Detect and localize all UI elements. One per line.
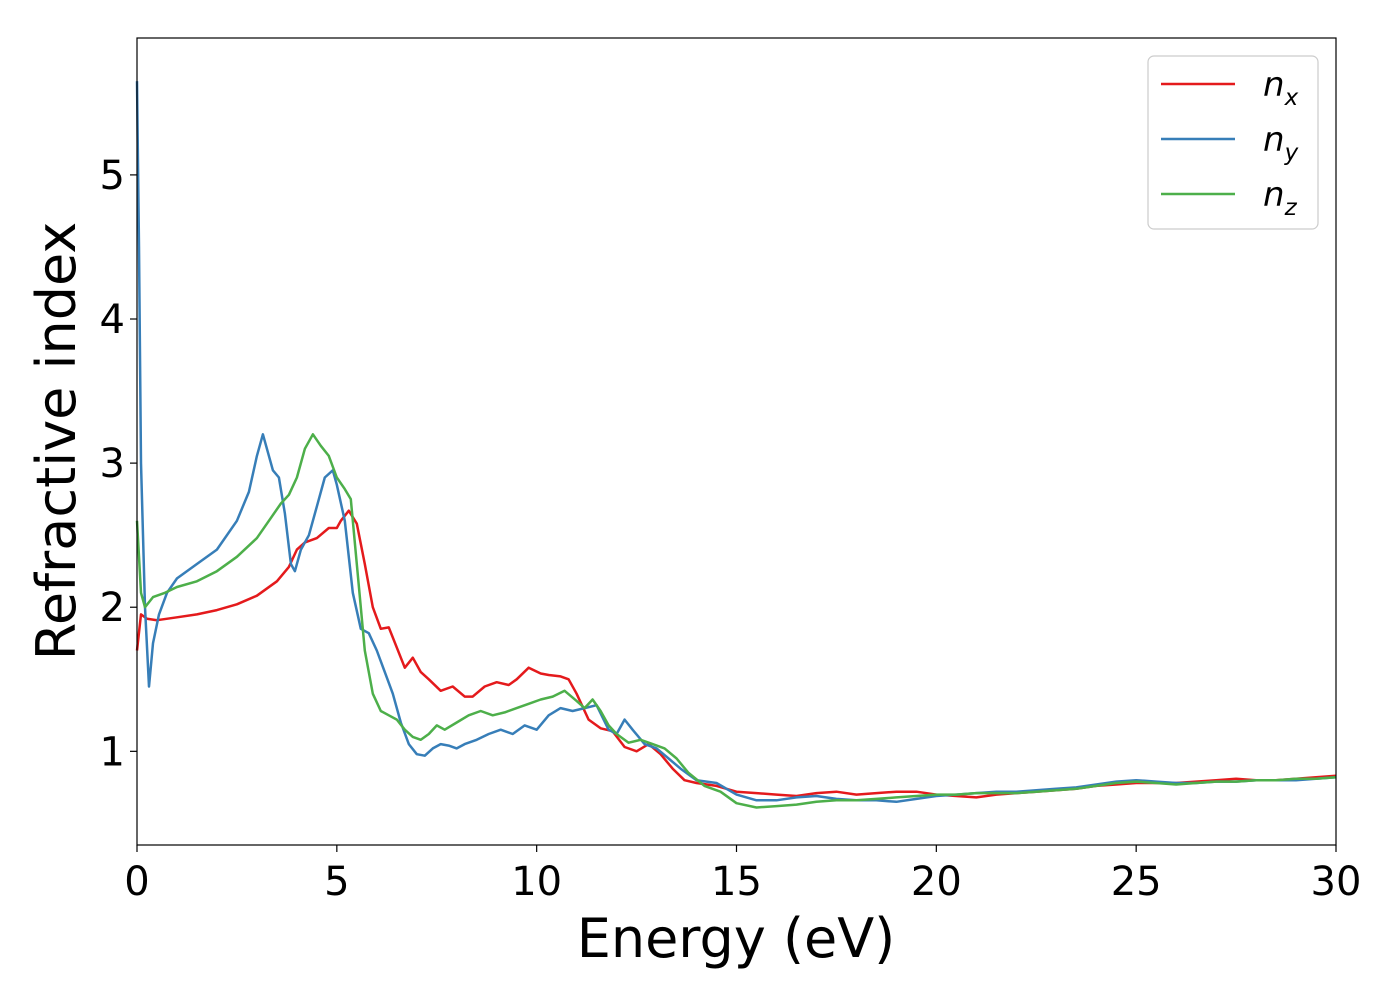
x-tick-label: 0 xyxy=(124,859,149,905)
x-tick-label: 30 xyxy=(1311,859,1362,905)
x-axis-title: Energy (eV) xyxy=(577,907,896,970)
x-tick-label: 5 xyxy=(324,859,349,905)
y-tick-label: 2 xyxy=(100,585,125,631)
y-axis: 1 2 3 4 5 xyxy=(100,153,137,775)
legend-label-nz: nz xyxy=(1263,175,1298,221)
y-axis-title: Refractive index xyxy=(25,222,88,661)
series-line-ny xyxy=(135,81,1337,804)
x-tick-label: 20 xyxy=(911,859,962,905)
legend-label-nx: nx xyxy=(1263,65,1299,111)
series-layer xyxy=(135,81,1337,809)
y-tick-label: 1 xyxy=(100,729,125,775)
y-tick-label: 4 xyxy=(100,297,125,343)
legend-box xyxy=(1147,55,1319,230)
y-tick-label: 5 xyxy=(100,153,125,199)
y-tick-label: 3 xyxy=(100,441,125,487)
x-tick-label: 25 xyxy=(1111,859,1162,905)
legend-label-ny: ny xyxy=(1263,120,1299,166)
series-line-nz xyxy=(135,433,1337,809)
x-tick-label: 10 xyxy=(511,859,562,905)
x-tick-label: 15 xyxy=(711,859,762,905)
legend: nx ny nz xyxy=(1147,55,1319,230)
x-axis: 0 5 10 15 20 25 30 xyxy=(124,845,1361,905)
